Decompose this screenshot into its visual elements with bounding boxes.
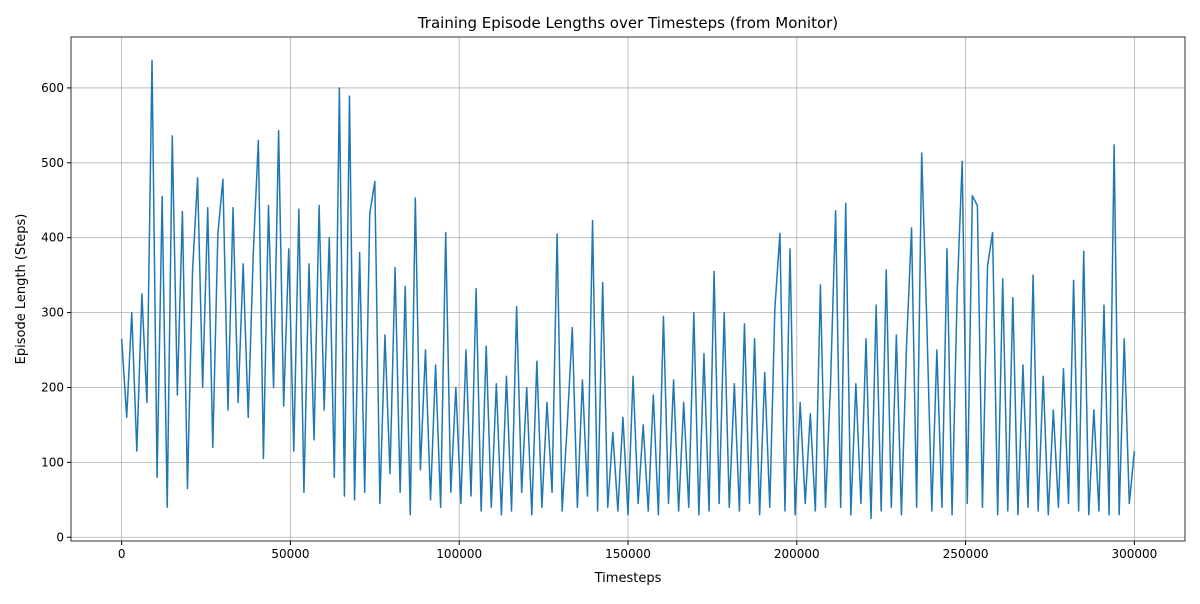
y-tick-label: 600 — [41, 81, 64, 95]
y-tick-label: 200 — [41, 380, 64, 394]
x-tick-label: 50000 — [271, 547, 309, 561]
y-tick-label: 400 — [41, 231, 64, 245]
y-tick-label: 0 — [56, 530, 64, 544]
chart-title: Training Episode Lengths over Timesteps … — [417, 14, 838, 32]
y-tick-label: 100 — [41, 455, 64, 469]
y-axis-label: Episode Length (Steps) — [14, 214, 29, 365]
y-tick-label: 500 — [41, 156, 64, 170]
data-line — [120, 59, 1136, 520]
x-axis-label: Timesteps — [594, 571, 662, 586]
x-tick-label: 250000 — [943, 547, 989, 561]
x-tick-label: 150000 — [605, 547, 651, 561]
x-tick-label: 300000 — [1111, 547, 1157, 561]
y-tick-label: 300 — [41, 306, 64, 320]
plot-frame — [70, 36, 1186, 542]
x-tick-label: 0 — [118, 547, 126, 561]
x-tick-label: 100000 — [436, 547, 482, 561]
x-tick-label: 200000 — [774, 547, 820, 561]
